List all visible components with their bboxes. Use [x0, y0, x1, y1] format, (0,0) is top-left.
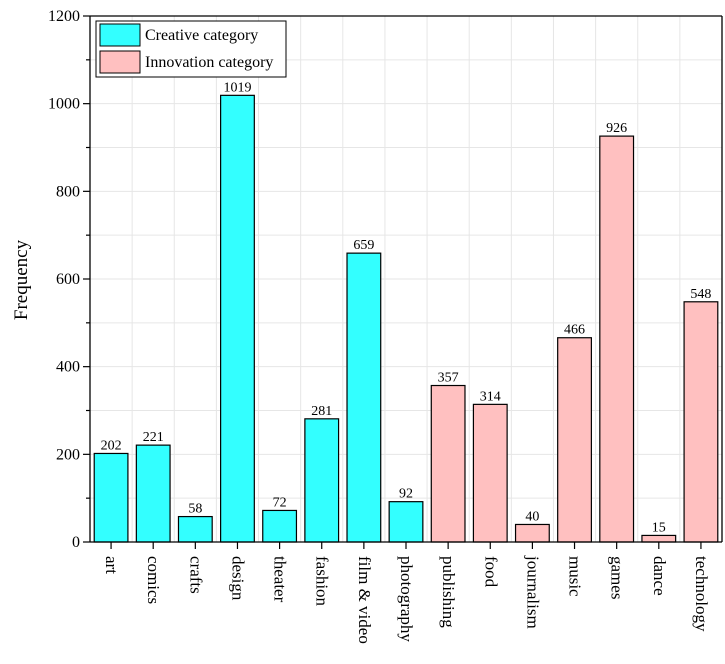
bar-publishing — [430, 384, 466, 543]
bar-art — [93, 452, 129, 543]
x-tick-label: journalism — [523, 555, 542, 629]
bar-comics — [135, 444, 171, 543]
x-tick-label: publishing — [439, 556, 458, 628]
value-label: 466 — [564, 323, 585, 338]
bar-journalism — [514, 523, 550, 543]
x-tick-label: crafts — [186, 556, 205, 594]
x-tick-label: art — [102, 556, 121, 574]
value-label: 357 — [438, 371, 459, 386]
bar-film-video — [346, 252, 382, 543]
legend-label: Innovation category — [145, 54, 273, 71]
legend-swatch — [99, 50, 141, 74]
bar-dance — [641, 534, 677, 543]
value-label: 40 — [525, 509, 539, 524]
bar-food — [472, 403, 508, 543]
value-label: 92 — [399, 487, 413, 502]
legend-label: Creative category — [145, 27, 258, 44]
value-label: 548 — [690, 287, 711, 302]
bar-photography — [388, 501, 424, 543]
bar-theater — [262, 509, 298, 543]
x-tick-label: technology — [692, 556, 711, 632]
x-tick-label: theater — [271, 556, 290, 603]
bar-crafts — [177, 515, 213, 543]
x-tick-label: food — [481, 556, 500, 588]
y-tick-label: 800 — [56, 183, 80, 200]
bar-fashion — [304, 418, 340, 543]
bar-games — [599, 135, 635, 543]
x-tick-label: dance — [650, 556, 669, 596]
x-tick-label: design — [228, 556, 247, 601]
value-label: 58 — [188, 502, 202, 517]
x-tick-label: music — [566, 556, 585, 597]
x-tick-label: games — [608, 556, 627, 599]
y-tick-label: 0 — [72, 534, 80, 551]
bar-technology — [683, 301, 719, 543]
x-tick-label: comics — [144, 556, 163, 604]
value-label: 659 — [353, 238, 374, 253]
x-tick-label: film & video — [355, 556, 374, 644]
x-tick-label: fashion — [313, 556, 332, 607]
legend-swatch — [99, 23, 141, 47]
bars — [93, 94, 719, 543]
value-label: 926 — [606, 121, 627, 136]
value-label: 314 — [480, 389, 501, 404]
y-axis-title: Frequency — [11, 239, 32, 320]
value-label: 1019 — [223, 80, 251, 95]
y-tick-label: 1000 — [48, 96, 80, 113]
bar-design — [220, 94, 255, 543]
labels: 202 art 221 comics 58 crafts 1019 design 72 theat… — [48, 8, 711, 644]
y-tick-label: 400 — [56, 359, 80, 376]
value-label: 72 — [273, 495, 287, 510]
value-label: 15 — [652, 520, 666, 535]
y-tick-label: 600 — [56, 271, 80, 288]
value-label: 202 — [101, 438, 122, 453]
bar-music — [557, 337, 592, 543]
x-tick-label: photography — [397, 556, 416, 642]
axes — [83, 15, 723, 549]
y-tick-label: 1200 — [48, 8, 80, 25]
legend: Creative category Innovation category — [95, 20, 287, 78]
y-tick-label: 200 — [56, 446, 80, 463]
value-label: 281 — [311, 404, 332, 419]
value-label: 221 — [143, 430, 164, 445]
